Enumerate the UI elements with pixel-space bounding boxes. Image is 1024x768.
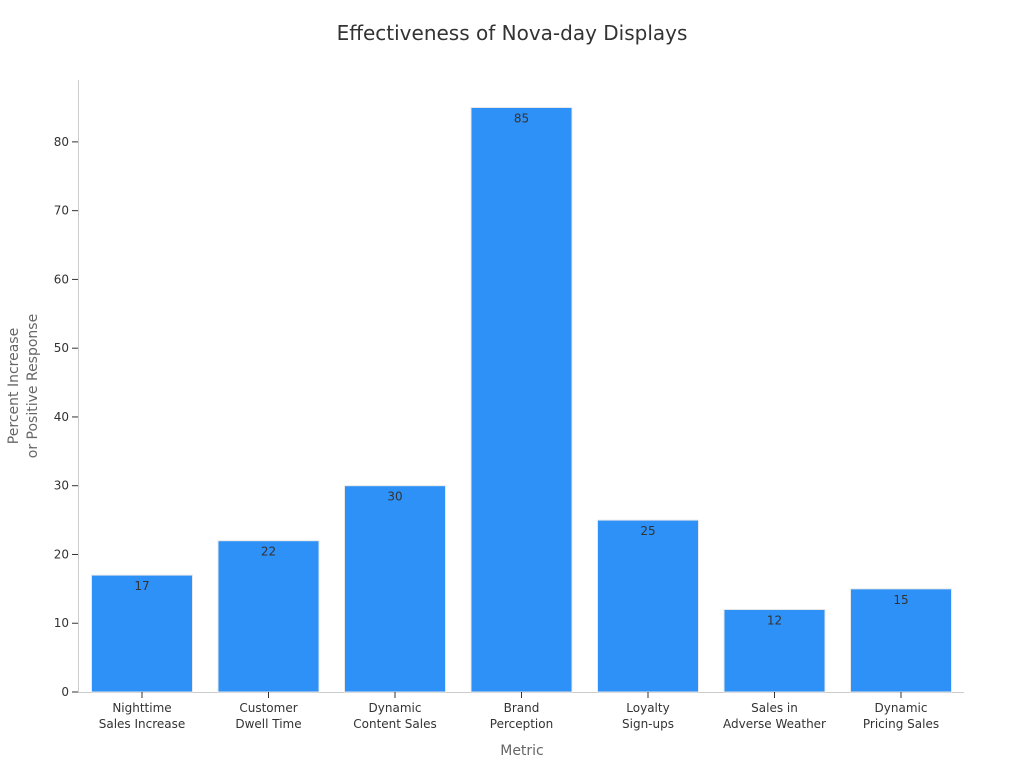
y-tick-label: 20 — [54, 547, 69, 561]
bars: 17 22 30 85 25 12 15 — [91, 107, 952, 693]
x-tick-label: Loyalty — [626, 701, 669, 715]
x-tick-label: Brand — [504, 701, 540, 715]
x-tick-label: Sign-ups — [622, 717, 674, 731]
bar-value-label: 25 — [640, 524, 655, 538]
bar-value-label: 30 — [387, 490, 402, 504]
x-ticks: Nighttime Sales Increase Customer Dwell Tim… — [99, 692, 939, 731]
y-tick-label: 70 — [54, 204, 69, 218]
y-tick-label: 60 — [54, 272, 69, 286]
y-ticks: 0 10 20 30 40 50 60 70 80 — [54, 135, 78, 699]
x-tick-label: Perception — [490, 717, 553, 731]
bar-value-label: 22 — [261, 545, 276, 559]
y-axis-label-line: Percent Increase — [6, 328, 22, 444]
y-tick-label: 0 — [61, 685, 69, 699]
bar-value-label: 12 — [767, 613, 782, 627]
x-axis-label: Metric — [500, 743, 544, 759]
x-tick-label: Dwell Time — [235, 717, 301, 731]
bar — [723, 608, 826, 693]
bar — [344, 485, 446, 693]
bar — [597, 519, 699, 693]
x-tick-label: Sales in — [751, 701, 798, 715]
bar-value-label: 15 — [893, 593, 908, 607]
x-tick-label: Customer — [239, 701, 297, 715]
bar-value-label: 17 — [134, 579, 149, 593]
y-tick-label: 10 — [54, 616, 69, 630]
y-tick-label: 80 — [54, 135, 69, 149]
bar — [91, 574, 193, 693]
chart-title: Effectiveness of Nova-day Displays — [337, 21, 688, 45]
y-tick-label: 40 — [54, 410, 69, 424]
y-tick-label: 30 — [54, 479, 69, 493]
x-tick-label: Sales Increase — [99, 717, 186, 731]
bar — [850, 588, 952, 693]
y-tick-label: 50 — [54, 341, 69, 355]
bar-value-label: 85 — [514, 112, 529, 126]
x-tick-label: Dynamic — [875, 701, 928, 715]
x-tick-label: Adverse Weather — [723, 717, 826, 731]
x-tick-label: Nighttime — [112, 701, 171, 715]
bar — [217, 540, 320, 693]
y-axis-label-line: or Positive Response — [25, 314, 41, 458]
x-tick-label: Pricing Sales — [863, 717, 939, 731]
bar — [470, 107, 573, 693]
x-tick-label: Dynamic — [369, 701, 422, 715]
x-tick-label: Content Sales — [353, 717, 436, 731]
y-axis-label: Percent Increase or Positive Response — [6, 314, 41, 458]
